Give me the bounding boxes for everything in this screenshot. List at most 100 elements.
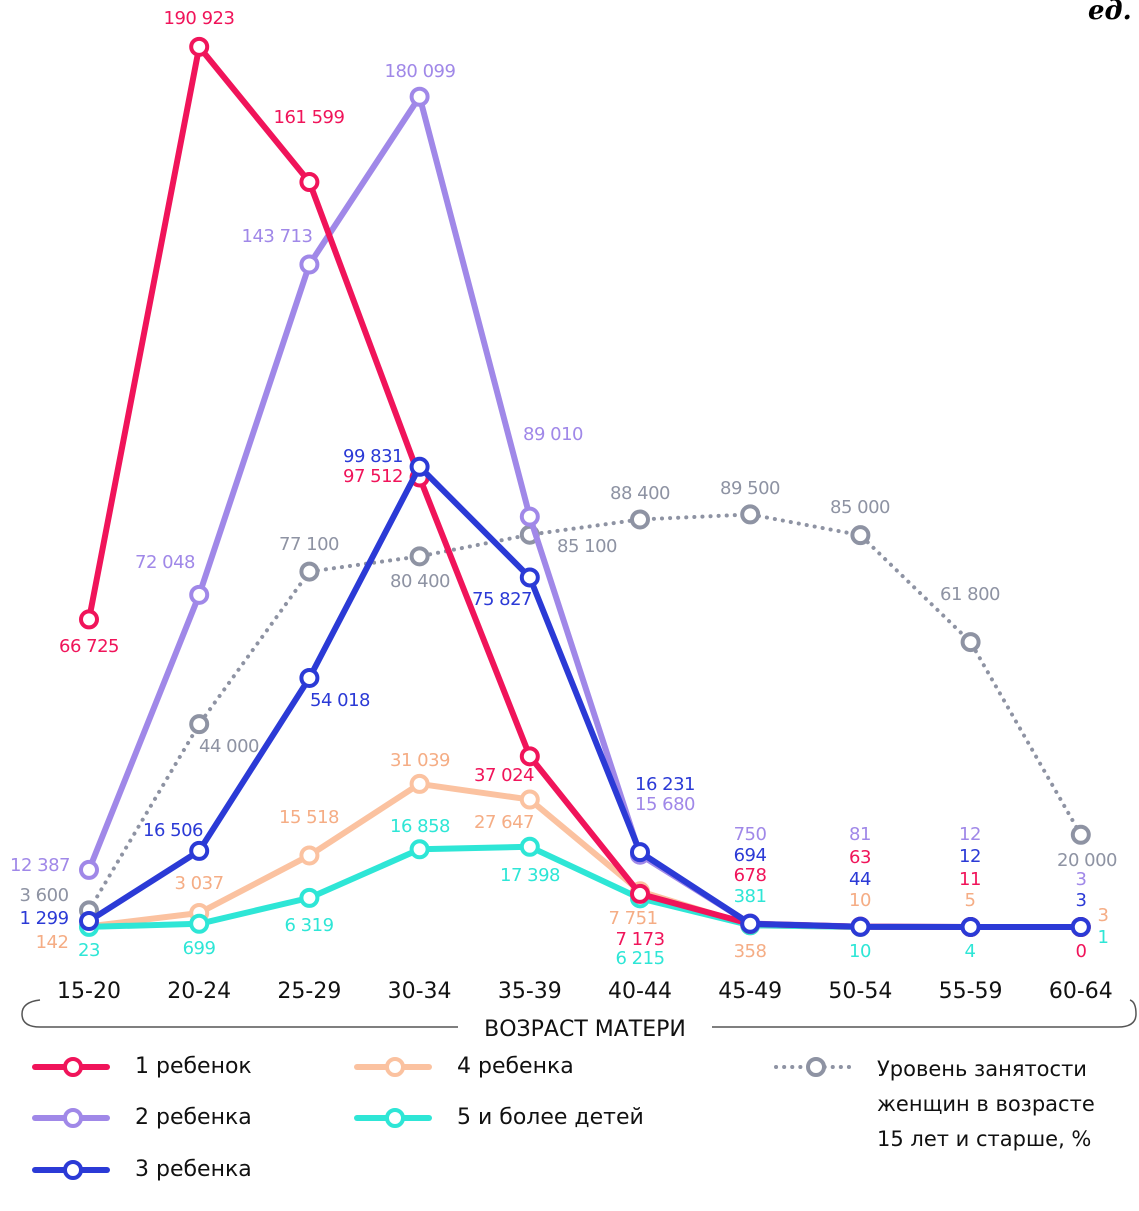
x-tick-label: 20-24 (167, 979, 231, 1004)
point (79, 859, 99, 880)
point (850, 525, 871, 546)
x-tick-label: 60-64 (1049, 979, 1113, 1004)
legend-label: 3 ребенка (135, 1157, 252, 1182)
data-label: 85 000 (830, 497, 890, 518)
data-label: 12 (959, 846, 981, 867)
data-label: 1 299 (19, 908, 68, 929)
point (960, 632, 981, 653)
point (299, 561, 320, 582)
data-label: 3 600 (19, 885, 68, 906)
legend-label: 5 и более детей (457, 1105, 644, 1130)
data-label: 16 231 (635, 774, 695, 795)
data-label: 31 039 (390, 750, 450, 771)
data-label: 89 500 (720, 478, 780, 499)
x-tick-label: 55-59 (939, 979, 1003, 1004)
data-label: 16 858 (390, 816, 450, 837)
data-label: 10 (849, 890, 871, 911)
data-label: 3 (1098, 905, 1109, 926)
point (1070, 916, 1091, 937)
data-label: 85 100 (557, 536, 617, 557)
legend-label: Уровень занятости женщин в возрасте 15 л… (877, 1057, 1095, 1151)
point (409, 86, 430, 107)
data-label: 99 831 (343, 446, 403, 467)
data-label: 7 751 (608, 908, 657, 929)
point (1070, 824, 1091, 845)
point (409, 773, 430, 794)
point (299, 172, 320, 193)
legend-label: 2 ребенка (135, 1105, 252, 1130)
data-label: 180 099 (385, 61, 456, 82)
x-tick-label: 35-39 (498, 979, 562, 1004)
point (299, 254, 320, 275)
data-label: 77 100 (279, 534, 339, 555)
data-label: 678 (734, 865, 767, 886)
data-label: 54 018 (310, 690, 370, 711)
data-label: 3 (1076, 869, 1087, 890)
legend-marker (385, 1057, 405, 1077)
data-label: 143 713 (242, 226, 313, 247)
data-label: 37 024 (474, 765, 534, 786)
legend-label: 1 ребенок (135, 1054, 252, 1079)
series-line (86, 780, 1084, 930)
data-label: 381 (734, 886, 767, 907)
legend-marker (385, 1108, 405, 1128)
point (630, 509, 650, 530)
data-label: 11 (959, 869, 981, 890)
legend-marker (63, 1108, 83, 1128)
point (519, 789, 540, 810)
data-label: 12 (959, 824, 981, 845)
point (630, 883, 650, 904)
x-tick-label: 15-20 (57, 979, 121, 1004)
point (189, 840, 210, 861)
legend-marker (806, 1057, 826, 1077)
data-label: 5 (965, 890, 976, 911)
data-label: 3 037 (174, 873, 223, 894)
data-label: 6 319 (284, 915, 333, 936)
data-label: 72 048 (135, 552, 195, 573)
data-label: 17 398 (500, 865, 560, 886)
data-label: 161 599 (274, 107, 345, 128)
x-axis-title: ВОЗРАСТ МАТЕРИ (484, 1017, 686, 1042)
legend-marker (63, 1057, 83, 1077)
data-label: 66 725 (59, 636, 119, 657)
data-label: 81 (849, 824, 871, 845)
point (740, 504, 761, 525)
data-label: 15 518 (279, 807, 339, 828)
data-label: 750 (734, 824, 767, 845)
data-label: 358 (734, 941, 767, 962)
data-label: 4 (965, 941, 976, 962)
data-label: 12 387 (10, 855, 70, 876)
unit: ед. (1088, 0, 1132, 26)
series-line (86, 93, 1084, 930)
point (79, 609, 99, 630)
data-label: 80 400 (390, 571, 450, 592)
point (519, 746, 540, 767)
point (409, 839, 430, 860)
point (960, 916, 981, 937)
point (189, 714, 210, 735)
axis-bracket (21, 999, 1137, 1028)
data-label: 694 (734, 845, 767, 866)
data-label: 20 000 (1057, 850, 1117, 871)
data-label: 10 (849, 941, 871, 962)
data-label: 142 (36, 932, 69, 953)
x-tick-label: 30-34 (388, 979, 452, 1004)
point (630, 842, 650, 863)
data-label: 16 506 (143, 820, 203, 841)
point (409, 456, 430, 477)
series-line (87, 512, 1083, 913)
data-label: 61 800 (940, 584, 1000, 605)
point (299, 887, 320, 908)
series-line (86, 463, 1084, 930)
data-label: 1 (1098, 927, 1109, 948)
data-label: 97 512 (343, 466, 403, 487)
point (189, 913, 210, 934)
data-label: 75 827 (472, 589, 532, 610)
data-label: 27 647 (474, 812, 534, 833)
data-label: 0 (1076, 941, 1087, 962)
x-tick-label: 45-49 (718, 979, 782, 1004)
data-label: 88 400 (610, 483, 670, 504)
point (299, 845, 320, 866)
data-label: 23 (78, 940, 100, 961)
